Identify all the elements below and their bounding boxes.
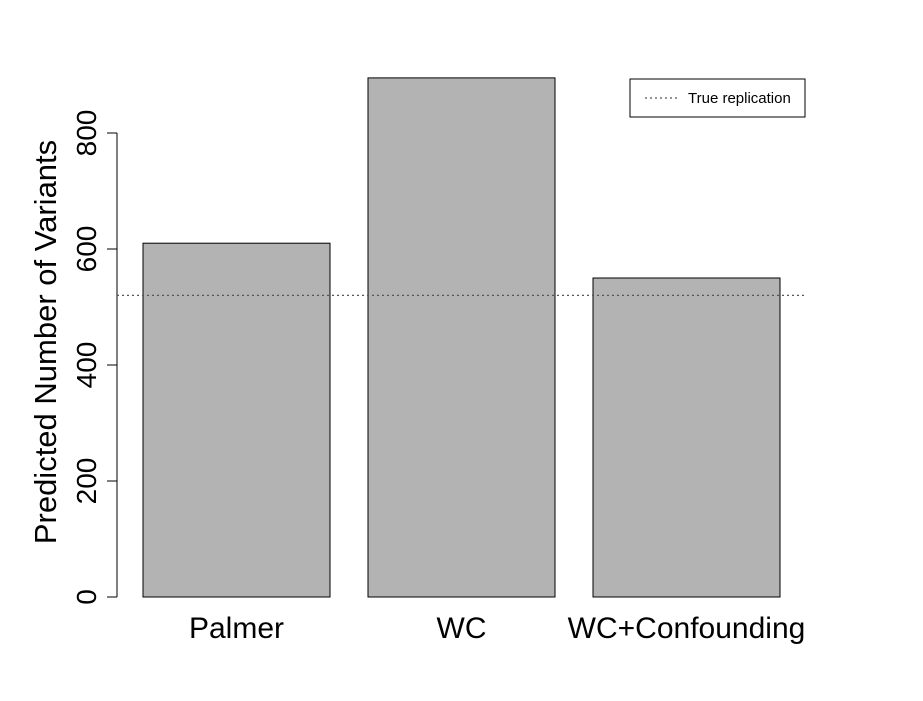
y-axis: 0 200 400 600 800 [71, 110, 118, 605]
bar-wc [367, 77, 556, 598]
y-tick-label: 400 [71, 342, 102, 389]
legend-box [629, 78, 806, 118]
y-axis-title: Predicted Number of Variants [28, 140, 63, 544]
y-tick-label: 0 [71, 589, 102, 605]
x-tick-label: Palmer [189, 612, 284, 645]
y-tick-label: 600 [71, 226, 102, 273]
x-tick-label: WC+Confounding [568, 612, 806, 645]
legend-label: True replication [688, 90, 791, 107]
category-labels: Palmer WC WC+Confounding [189, 612, 805, 645]
y-tick-label: 800 [71, 110, 102, 157]
bar-wc-confounding [592, 277, 781, 598]
bar-palmer [142, 242, 331, 598]
x-tick-label: WC [437, 612, 487, 645]
y-tick-label: 200 [71, 458, 102, 505]
bars [142, 77, 781, 598]
legend: True replication [629, 78, 806, 118]
